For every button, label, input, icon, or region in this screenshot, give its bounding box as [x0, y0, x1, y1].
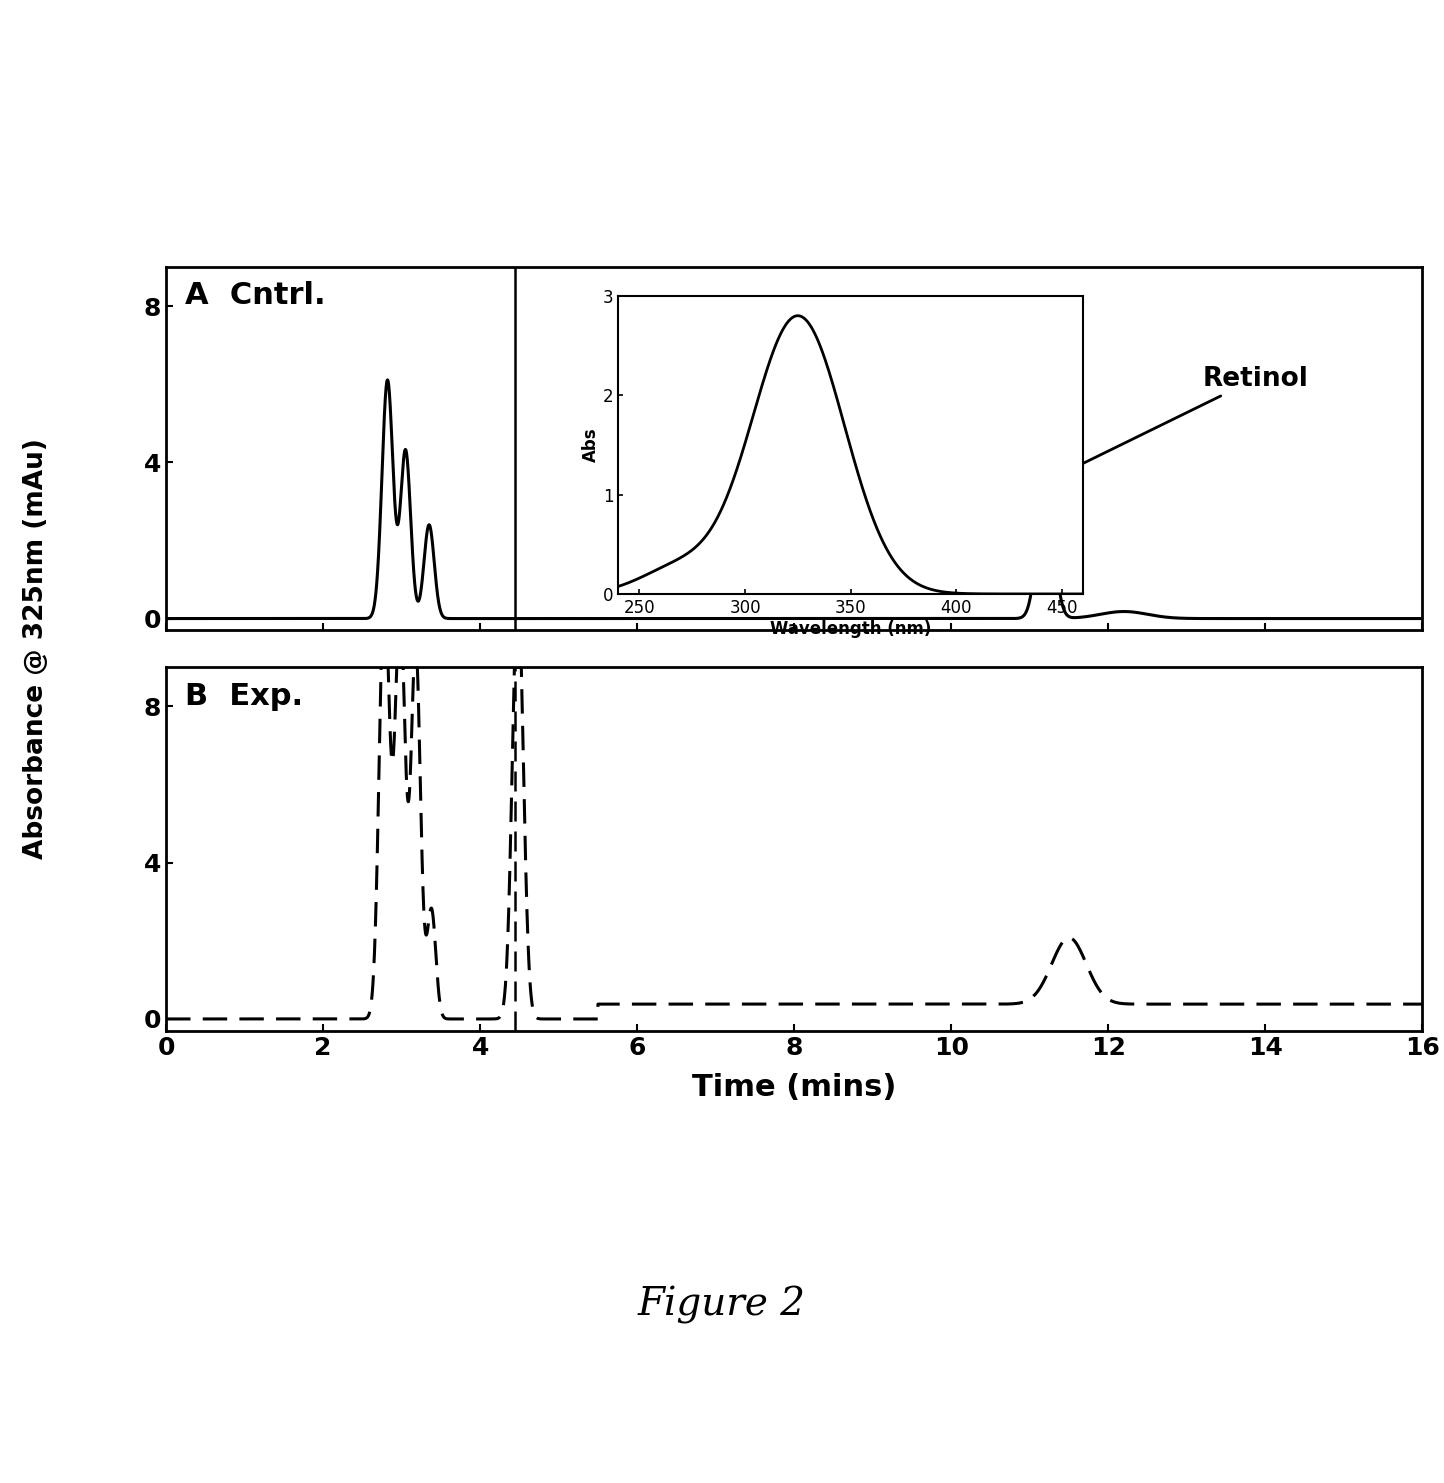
Text: Absorbance @ 325nm (mAu): Absorbance @ 325nm (mAu)	[23, 439, 49, 859]
Text: Figure 2: Figure 2	[638, 1286, 806, 1324]
Text: B  Exp.: B Exp.	[185, 682, 303, 710]
Text: A  Cntrl.: A Cntrl.	[185, 282, 325, 310]
X-axis label: Time (mins): Time (mins)	[692, 1074, 897, 1102]
Text: Retinol: Retinol	[1051, 366, 1308, 479]
